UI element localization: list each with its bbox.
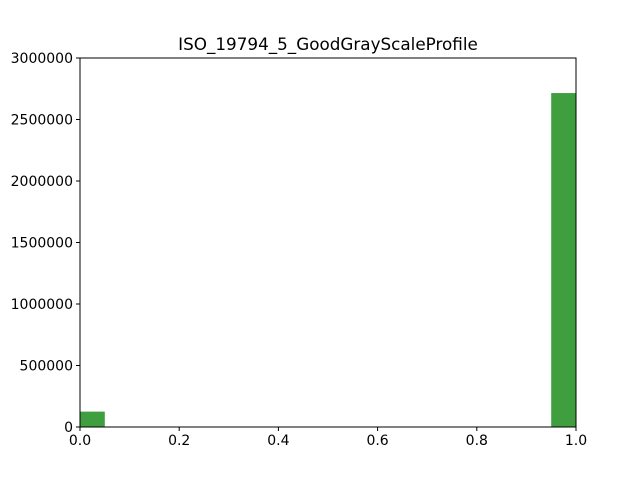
bars-group bbox=[80, 93, 576, 428]
y-tick-label: 500000 bbox=[20, 359, 73, 375]
chart-title: ISO_19794_5_GoodGrayScaleProfile bbox=[178, 34, 478, 55]
x-tick-label: 0.2 bbox=[168, 433, 190, 449]
histogram-bar bbox=[80, 411, 105, 427]
x-tick-label: 0.8 bbox=[466, 433, 488, 449]
x-tick-label: 0.4 bbox=[267, 433, 289, 449]
histogram-bar bbox=[551, 93, 576, 428]
y-axis: 0 500000 1000000 1500000 2000000 2500000 30000… bbox=[11, 51, 80, 436]
y-tick-label: 1500000 bbox=[11, 236, 73, 252]
x-tick-label: 0.6 bbox=[366, 433, 388, 449]
y-tick-label: 3000000 bbox=[11, 51, 73, 67]
y-tick-label: 0 bbox=[64, 420, 73, 436]
x-tick-label: 1.0 bbox=[565, 433, 587, 449]
x-tick-label: 0.0 bbox=[69, 433, 91, 449]
x-axis: 0.0 0.2 0.4 0.6 0.8 1.0 bbox=[69, 427, 587, 449]
y-tick-label: 1000000 bbox=[11, 297, 73, 313]
y-tick-label: 2500000 bbox=[11, 113, 73, 129]
y-tick-label: 2000000 bbox=[11, 174, 73, 190]
